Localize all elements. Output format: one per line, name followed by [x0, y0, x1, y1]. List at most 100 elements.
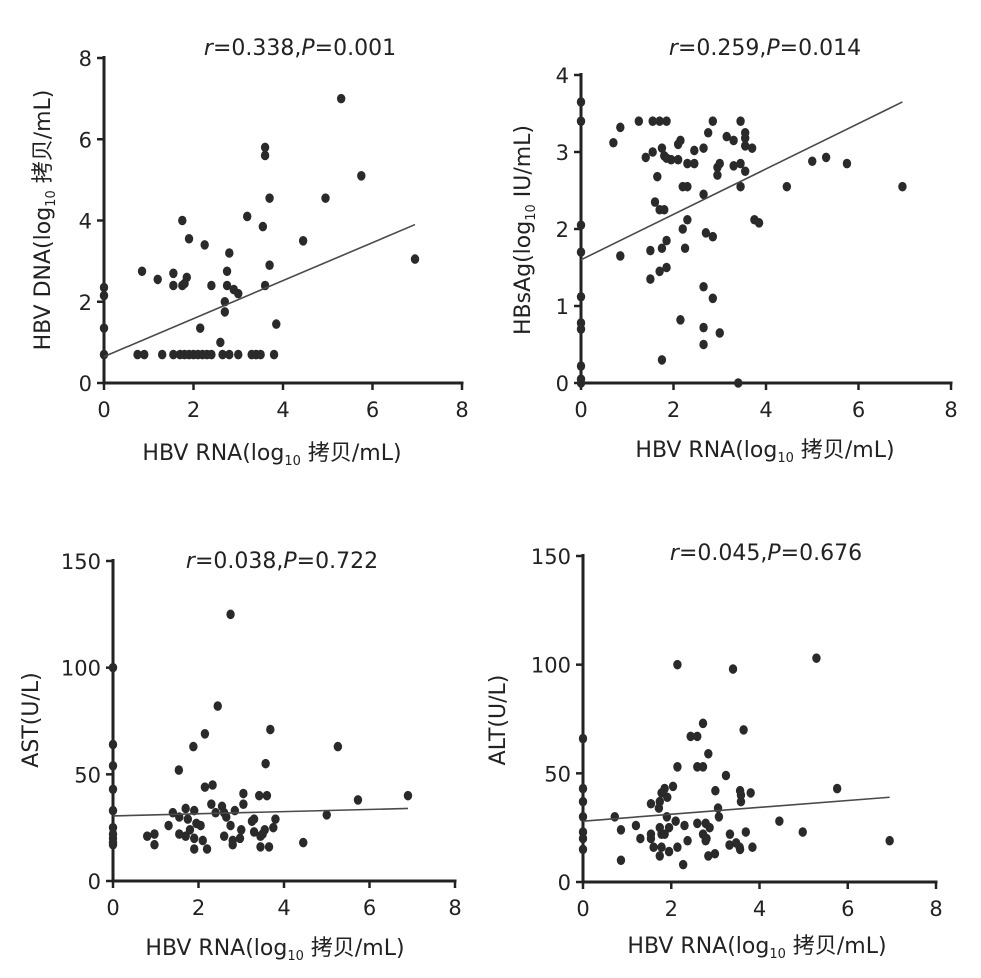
data-point	[196, 820, 205, 831]
data-point	[736, 116, 745, 126]
x-axis-label-subscript: 10	[287, 949, 304, 964]
data-point	[169, 268, 178, 279]
data-point	[650, 197, 660, 207]
data-point	[269, 822, 278, 833]
data-point	[140, 349, 149, 360]
data-point	[662, 235, 671, 246]
x-tick-label: 8	[455, 398, 468, 422]
data-point	[150, 839, 159, 850]
data-point	[108, 739, 118, 750]
stat-symbol: P	[301, 36, 315, 61]
data-point	[578, 812, 588, 822]
data-point	[664, 822, 674, 833]
x-tick-label: 4	[276, 398, 289, 422]
x-axis-label: HBV RNA(log10 拷贝/mL)	[142, 441, 401, 469]
x-tick-label: 6	[363, 896, 376, 920]
x-axis-label-text: HBV RNA(log	[627, 934, 769, 959]
data-point	[808, 156, 817, 167]
data-point	[683, 158, 692, 169]
data-point	[609, 137, 618, 148]
data-point	[299, 837, 308, 848]
data-point	[698, 762, 708, 772]
data-point	[747, 143, 757, 153]
x-tick-label: 2	[192, 896, 205, 920]
data-point	[740, 141, 750, 151]
data-point	[321, 193, 330, 203]
x-tick-label: 2	[667, 398, 680, 422]
x-axis-label-text-end: 拷贝/mL)	[304, 936, 405, 961]
data-point	[99, 290, 109, 301]
data-point	[699, 143, 708, 153]
data-point	[272, 319, 281, 329]
data-point	[222, 266, 232, 277]
stat-value: =0.338,	[213, 36, 301, 61]
y-tick-label: 0	[88, 870, 101, 894]
data-point	[157, 349, 167, 360]
x-tick-label: 8	[929, 897, 942, 921]
data-point	[702, 833, 711, 844]
stat-value: =0.014	[780, 36, 861, 61]
data-point	[676, 315, 685, 325]
data-point	[693, 818, 702, 829]
data-point	[698, 718, 708, 729]
data-point	[616, 251, 625, 261]
data-point	[636, 833, 645, 844]
x-axis-label: HBV RNA(log10 拷贝/mL)	[635, 438, 894, 466]
y-tick-label: 3	[556, 141, 569, 165]
data-point	[576, 247, 586, 257]
stat-value: =0.045,	[679, 541, 767, 566]
data-point	[662, 812, 672, 822]
stat-value: =0.038,	[195, 549, 283, 574]
data-point	[660, 829, 669, 839]
data-point	[269, 349, 279, 360]
data-point	[153, 274, 162, 285]
x-axis-label-text: HBV RNA(log	[635, 438, 777, 463]
data-point	[821, 152, 831, 163]
data-point	[265, 193, 274, 203]
data-point	[262, 790, 272, 801]
data-point	[741, 827, 751, 837]
data-point	[646, 833, 656, 844]
data-point	[190, 833, 199, 844]
x-tick-label: 0	[97, 398, 110, 422]
data-point	[353, 795, 363, 805]
x-tick-label: 0	[576, 897, 589, 921]
y-tick-label: 50	[544, 762, 571, 786]
y-tick-label: 0	[558, 871, 571, 895]
x-tick-label: 6	[841, 897, 854, 921]
y-tick-label: 50	[74, 763, 101, 787]
data-point	[576, 220, 586, 230]
data-point	[725, 829, 735, 839]
data-point	[137, 266, 147, 277]
scatter-panel-3: 0 2 4 6 8 0 50 100 150 r=0.038,P=0.722 HBV RNA(log…	[19, 549, 462, 964]
stat-symbol: r	[186, 549, 197, 574]
data-point	[703, 127, 713, 138]
data-point	[150, 829, 159, 839]
data-point	[578, 733, 588, 744]
data-point	[249, 827, 259, 837]
regression-line	[582, 796, 890, 822]
regression-line	[580, 101, 903, 261]
data-point	[736, 181, 745, 192]
data-point	[842, 158, 852, 169]
x-tick-label: 8	[448, 896, 461, 920]
data-point	[220, 307, 230, 317]
stat-symbol: r	[670, 541, 681, 566]
data-point	[578, 783, 588, 794]
y-axis-label-text: AST(U/L)	[19, 672, 44, 767]
data-point	[576, 291, 586, 302]
data-point	[673, 659, 682, 670]
data-point	[680, 820, 689, 831]
data-point	[662, 262, 671, 273]
x-tick-label: 4	[277, 896, 290, 920]
data-point	[705, 822, 714, 833]
data-point	[219, 831, 229, 841]
data-point	[218, 349, 227, 360]
data-point	[202, 844, 212, 854]
data-point	[237, 825, 246, 835]
y-tick-label: 1	[556, 295, 569, 319]
x-tick-label: 4	[753, 897, 766, 921]
y-axis-label-subscript: 10	[524, 204, 539, 221]
data-point	[357, 171, 366, 181]
data-point	[657, 842, 666, 853]
